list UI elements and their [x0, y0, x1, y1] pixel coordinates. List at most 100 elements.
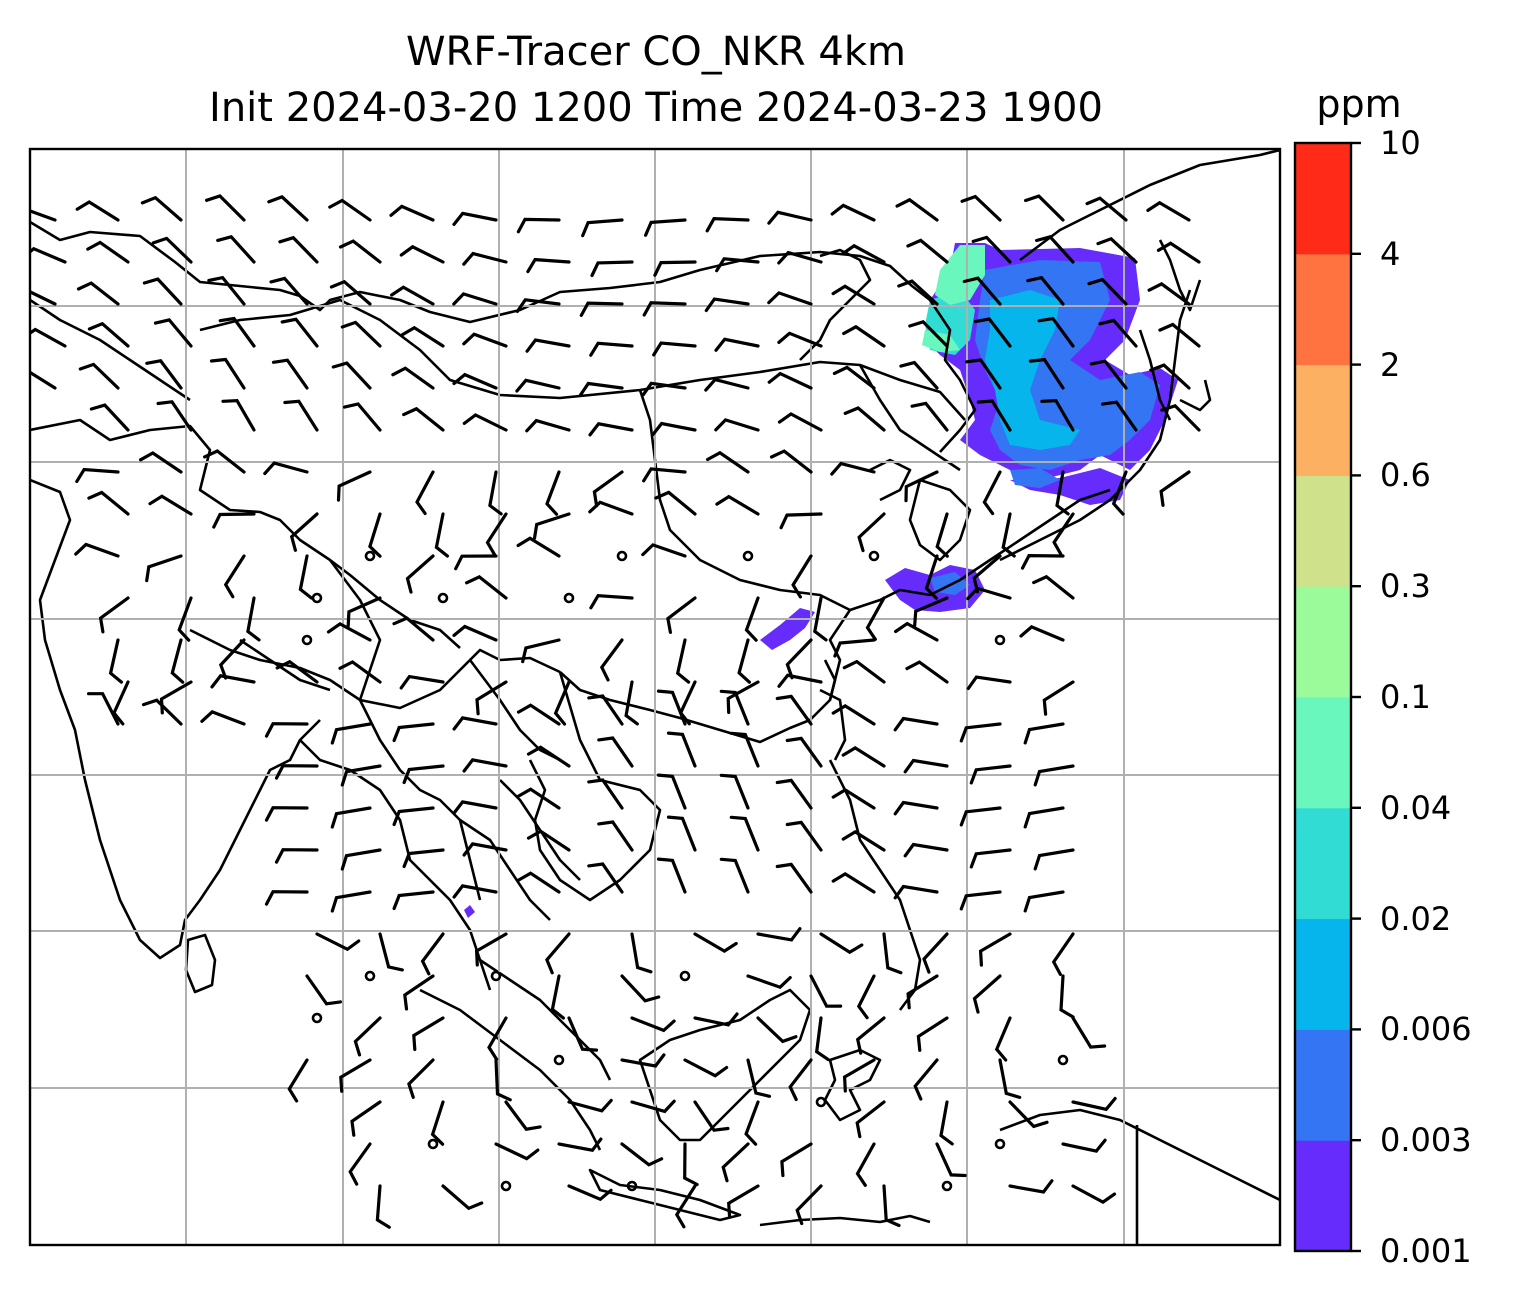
wind-barb: [903, 758, 949, 774]
wind-barb: [87, 321, 130, 348]
wind-barb: [525, 338, 571, 353]
wind-barb: [280, 317, 319, 348]
wind-barb: [305, 974, 342, 1006]
wind-barb: [767, 210, 813, 225]
wind-barb: [485, 512, 508, 557]
wind-barb: [368, 512, 382, 558]
wind-barb: [526, 745, 571, 768]
wind-barb: [693, 1100, 730, 1132]
border-inner-mongolia: [638, 389, 851, 612]
wind-barb: [1032, 574, 1075, 600]
calm-wind-marker: [868, 550, 880, 562]
wind-barb: [922, 932, 949, 974]
wind-barb: [1052, 512, 1075, 557]
wind-barb: [959, 722, 1002, 743]
title-line-1: WRF-Tracer CO_NKR 4km: [405, 29, 907, 75]
wind-barb: [842, 1058, 876, 1093]
wind-barb: [641, 381, 687, 397]
wind-barb: [683, 1142, 699, 1187]
wind-barb: [283, 399, 319, 432]
wind-barb: [140, 195, 183, 222]
coast-japan-north: [1158, 239, 1202, 312]
wind-barb: [462, 251, 508, 266]
wind-barb: [264, 890, 309, 906]
wind-barb: [726, 680, 760, 714]
wind-barb: [905, 660, 949, 684]
wind-barb: [1023, 806, 1065, 829]
wind-barb: [269, 276, 309, 306]
wind-barb: [857, 512, 886, 553]
wind-barb: [597, 736, 634, 768]
colorbar-segment: [1295, 364, 1351, 476]
border-china-west: [30, 418, 461, 649]
wind-barb: [392, 890, 435, 911]
wind-barb: [462, 413, 508, 432]
wind-barb: [767, 291, 813, 306]
wind-barb: [452, 372, 498, 390]
wind-barb: [74, 542, 120, 558]
plume-contour: [1010, 468, 1130, 505]
wind-barb: [203, 449, 246, 474]
colorbar-tick-label: 10: [1380, 124, 1421, 162]
wind-barb: [630, 1099, 676, 1114]
wind-barb: [142, 277, 183, 306]
wind-barb: [587, 778, 624, 810]
wind-barb: [777, 250, 823, 265]
wind-barb: [714, 337, 760, 352]
wind-barb: [557, 1137, 603, 1152]
wind-barb: [994, 1016, 1012, 1062]
wind-barb: [715, 494, 760, 516]
wind-barb: [336, 470, 372, 502]
wind-barb: [392, 806, 435, 827]
coast-sulawesi: [823, 1048, 882, 1122]
wind-barb: [452, 716, 498, 731]
wind-barb: [246, 596, 261, 642]
wind-barb: [78, 362, 120, 390]
wind-barb: [756, 927, 802, 942]
wind-barb: [744, 1100, 760, 1146]
wind-barb: [30, 370, 57, 390]
coast-philippines: [828, 759, 922, 1011]
wind-barb: [704, 377, 750, 392]
colorbar-segment: [1295, 253, 1351, 366]
wind-barb: [666, 815, 697, 852]
wind-barb: [882, 932, 903, 975]
colorbar-tick-label: 2: [1380, 345, 1401, 384]
wind-barb: [916, 1016, 949, 1052]
border-china-south: [468, 659, 561, 762]
wind-barb: [177, 596, 193, 642]
wind-barb: [156, 400, 193, 432]
wind-barb: [841, 243, 886, 264]
wind-barb: [897, 279, 939, 306]
wind-barb: [430, 1100, 445, 1146]
calm-wind-marker: [1057, 1054, 1069, 1066]
wind-barb: [756, 1016, 798, 1044]
wind-barb: [1028, 357, 1065, 390]
wind-barb: [340, 848, 382, 871]
wind-barb: [1037, 316, 1075, 348]
wind-barb: [666, 596, 697, 634]
wind-barb: [913, 1058, 939, 1101]
wind-barb: [474, 932, 508, 967]
tracer-plume: [464, 243, 1178, 918]
wind-barb: [1159, 470, 1191, 507]
wind-barb: [746, 1058, 772, 1098]
wind-barb: [939, 1100, 954, 1146]
wind-barb: [894, 621, 939, 642]
wind-barb: [275, 659, 319, 684]
wind-barb: [704, 297, 750, 313]
wind-barb: [904, 470, 939, 503]
wind-barb: [340, 764, 382, 787]
wind-barb: [209, 357, 246, 390]
wind-barb: [391, 366, 435, 390]
wind-barb: [330, 722, 372, 745]
wind-barb: [76, 281, 120, 306]
colorbar-segment: [1295, 143, 1351, 255]
wind-barb: [719, 773, 750, 810]
wind-barb: [516, 787, 561, 810]
colorbar-segment: [1295, 697, 1351, 809]
wind-barb: [315, 932, 361, 952]
wind-barb: [159, 680, 193, 715]
wind-barb: [75, 467, 120, 483]
wind-barb: [1149, 363, 1191, 390]
